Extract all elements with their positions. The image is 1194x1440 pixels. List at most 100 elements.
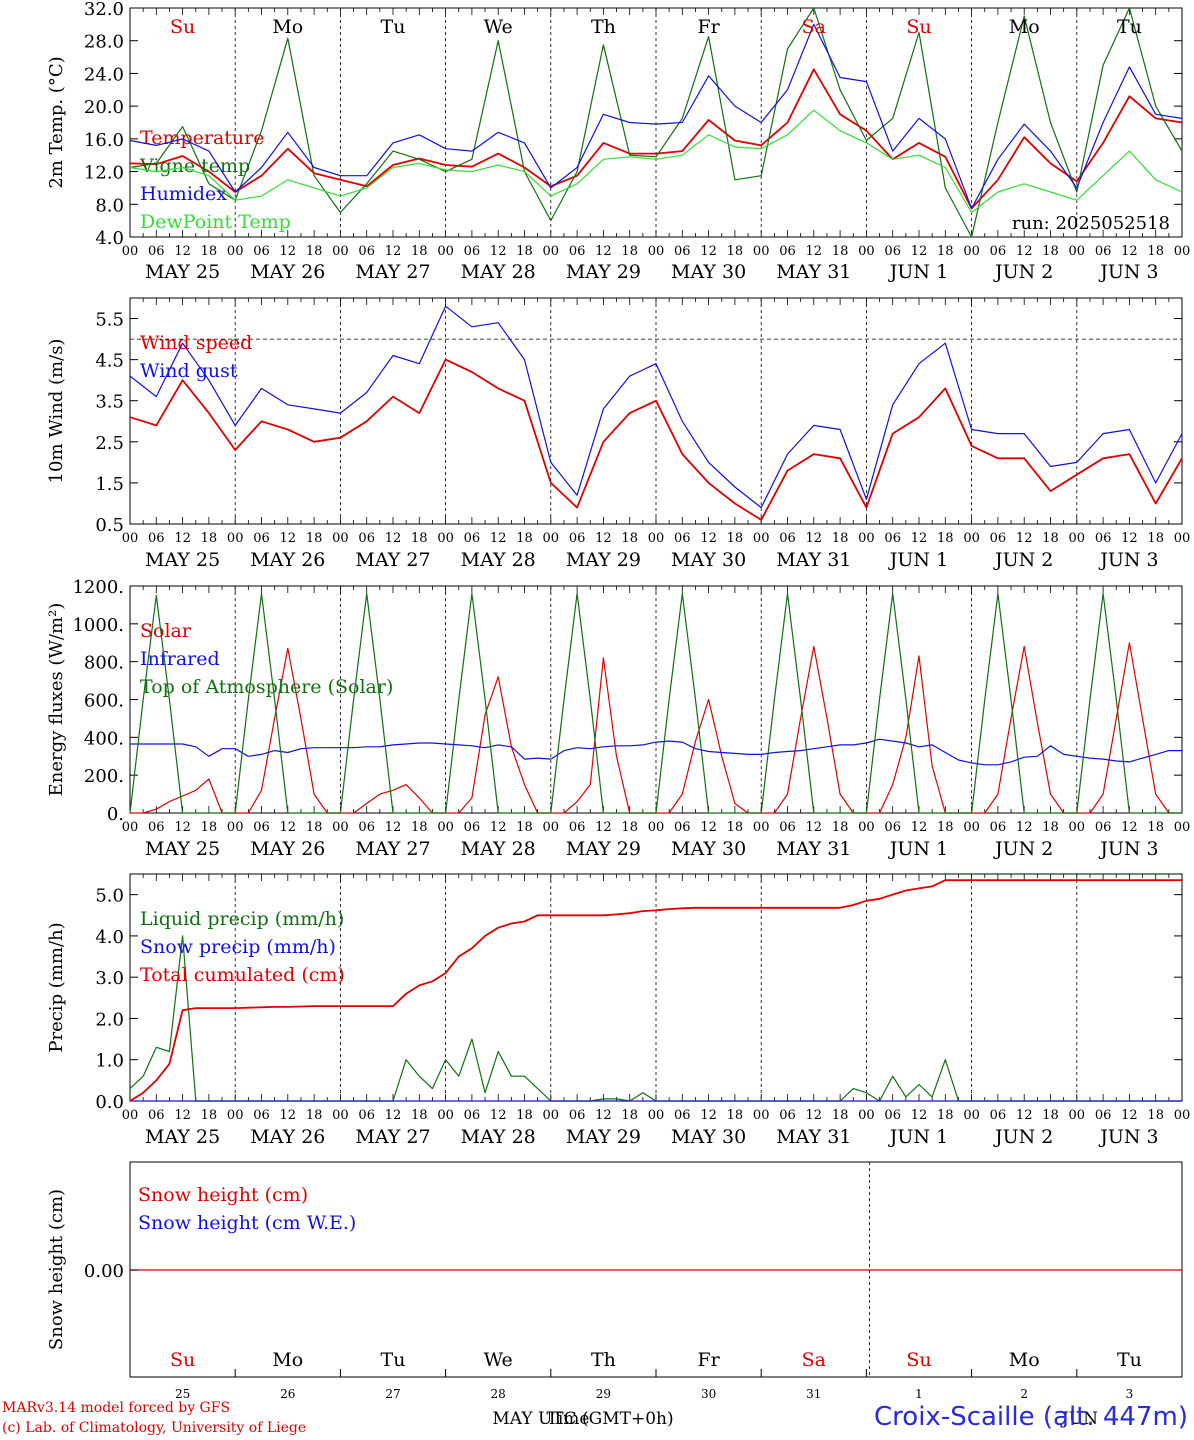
panel-4-hour-label: 12 xyxy=(806,1108,823,1123)
panel-3-hour-label: 18 xyxy=(937,820,954,835)
panel-1-hour-label: 00 xyxy=(858,244,875,259)
panel-3-hour-label: 00 xyxy=(332,820,349,835)
panel-3-day-label: JUN 3 xyxy=(1098,838,1158,860)
panel-2-hour-label: 06 xyxy=(674,531,691,546)
weekday-label: Mo xyxy=(272,1349,303,1371)
series-dewpoint-temp xyxy=(129,109,1183,214)
panel-1-y-tick-label: 24.0 xyxy=(84,64,124,85)
panel-2-y-tick-label: 2.5 xyxy=(95,433,124,454)
panel-4-hour-label: 12 xyxy=(1121,1108,1138,1123)
panel-1-hour-label: 18 xyxy=(1147,244,1164,259)
legend-entry: Liquid precip (mm/h) xyxy=(140,908,344,930)
panel-4-y-tick-label: 0.0 xyxy=(95,1092,124,1113)
panel-2-y-axis-label: 10m Wind (m/s) xyxy=(46,339,67,484)
panel-4-hour-label: 18 xyxy=(306,1108,323,1123)
panel-2-hour-label: 06 xyxy=(253,531,270,546)
panel-1-hour-label: 18 xyxy=(832,244,849,259)
panel-1-hour-label: 18 xyxy=(411,244,428,259)
panel-3-hour-label: 00 xyxy=(1069,820,1086,835)
panel-1-hour-label: 12 xyxy=(174,244,191,259)
panel-1-hour-label: 18 xyxy=(306,244,323,259)
panel-1-y-tick-label: 12.0 xyxy=(84,163,124,184)
panel-2-y-tick-label: 4.5 xyxy=(95,351,124,372)
panel-3-y-tick-label: 800. xyxy=(84,653,124,674)
panel-2-hour-label: 18 xyxy=(937,531,954,546)
panel-4-hour-label: 18 xyxy=(1147,1108,1164,1123)
day-number-label: 31 xyxy=(806,1387,821,1401)
panel-3-y-tick-label: 1000. xyxy=(72,615,124,636)
panel-3-hour-label: 06 xyxy=(358,820,375,835)
panel-3-hour-label: 18 xyxy=(201,820,218,835)
panel-1-y-tick-label: 8.0 xyxy=(95,195,124,216)
panel-1-day-label: JUN 2 xyxy=(993,261,1053,283)
panel-4-hour-label: 06 xyxy=(358,1108,375,1123)
panel-2-hour-label: 18 xyxy=(832,531,849,546)
weekday-label: Tu xyxy=(381,16,406,38)
legend-entry: Humidex xyxy=(140,183,227,205)
panel-2-hour-label: 12 xyxy=(490,531,507,546)
day-number-label: 25 xyxy=(175,1387,190,1401)
panel-4-hour-label: 00 xyxy=(648,1108,665,1123)
panel-4-hour-label: 18 xyxy=(516,1108,533,1123)
station-name: Croix-Scaille (alt. 447m) xyxy=(874,1402,1188,1432)
panel-4-hour-label: 06 xyxy=(674,1108,691,1123)
weekday-label: Fr xyxy=(697,16,720,38)
panel-4-hour-label: 12 xyxy=(1016,1108,1033,1123)
panel-4-hour-label: 00 xyxy=(1174,1108,1191,1123)
panel-3-day-label: MAY 30 xyxy=(671,838,746,860)
panel-4-day-label: JUN 3 xyxy=(1098,1126,1158,1148)
panel-4-day-label: JUN 1 xyxy=(888,1126,948,1148)
model-credit: MARv3.14 model forced by GFS xyxy=(2,1400,231,1416)
weekday-label: Fr xyxy=(697,1349,720,1371)
panel-1-hour-label: 06 xyxy=(358,244,375,259)
legend-entry: DewPoint Temp xyxy=(140,211,291,233)
weekday-label: We xyxy=(484,1349,513,1371)
panel-4-hour-label: 18 xyxy=(937,1108,954,1123)
panel-3-day-label: MAY 27 xyxy=(355,838,430,860)
panel-2-hour-label: 06 xyxy=(148,531,165,546)
panel-2-hour-label: 18 xyxy=(1042,531,1059,546)
panel-4-hour-label: 18 xyxy=(411,1108,428,1123)
panel-1-hour-label: 00 xyxy=(1174,244,1191,259)
panel-3-hour-label: 00 xyxy=(543,820,560,835)
panel-3-hour-label: 12 xyxy=(700,820,717,835)
panel-3-y-tick-label: 1200. xyxy=(72,577,124,598)
panel-4-hour-label: 18 xyxy=(201,1108,218,1123)
panel-1-day-label: JUN 1 xyxy=(888,261,948,283)
panel-1-hour-label: 12 xyxy=(1121,244,1138,259)
panel-3-day-label: MAY 29 xyxy=(566,838,641,860)
panel-1-hour-label: 18 xyxy=(621,244,638,259)
panel-3-hour-label: 00 xyxy=(227,820,244,835)
panel-2-hour-label: 12 xyxy=(595,531,612,546)
panel-3-hour-label: 00 xyxy=(753,820,770,835)
panel-1-y-tick-label: 28.0 xyxy=(84,32,124,53)
panel-1-hour-label: 06 xyxy=(148,244,165,259)
panel-1-hour-label: 12 xyxy=(1016,244,1033,259)
panel-5-y-axis-label: Snow height (cm) xyxy=(46,1189,67,1350)
panel-2-hour-label: 12 xyxy=(806,531,823,546)
panel-3-hour-label: 18 xyxy=(411,820,428,835)
panel-1-hour-label: 00 xyxy=(1069,244,1086,259)
copyright-credit: (c) Lab. of Climatology, University of L… xyxy=(2,1420,307,1436)
panel-2-day-label: JUN 2 xyxy=(993,549,1053,571)
panel-1-hour-label: 12 xyxy=(490,244,507,259)
panel-3-y-axis-label: Energy fluxes (W/m²) xyxy=(46,603,67,797)
panel-3-hour-label: 06 xyxy=(569,820,586,835)
series-top-of-atmosphere-solar- xyxy=(129,592,1182,814)
panel-1-day-label: MAY 25 xyxy=(145,261,220,283)
panel-3-day-label: MAY 31 xyxy=(776,838,851,860)
panel-3-y-tick-label: 600. xyxy=(84,691,124,712)
panel-4-hour-label: 12 xyxy=(700,1108,717,1123)
x-axis-utc-label: MAY UTC (GMT+0h) xyxy=(492,1409,673,1429)
legend-entry: Infrared xyxy=(140,648,220,670)
panel-2-day-label: MAY 26 xyxy=(250,549,325,571)
panel-2-day-label: MAY 28 xyxy=(461,549,536,571)
panel-2-hour-label: 18 xyxy=(306,531,323,546)
panel-4-hour-label: 18 xyxy=(1042,1108,1059,1123)
panel-4-day-label: JUN 2 xyxy=(993,1126,1053,1148)
panel-2-hour-label: 18 xyxy=(201,531,218,546)
panel-4-day-label: MAY 31 xyxy=(776,1126,851,1148)
day-number-label: 29 xyxy=(596,1387,611,1401)
panel-2-hour-label: 06 xyxy=(569,531,586,546)
panel-4-hour-label: 00 xyxy=(1069,1108,1086,1123)
